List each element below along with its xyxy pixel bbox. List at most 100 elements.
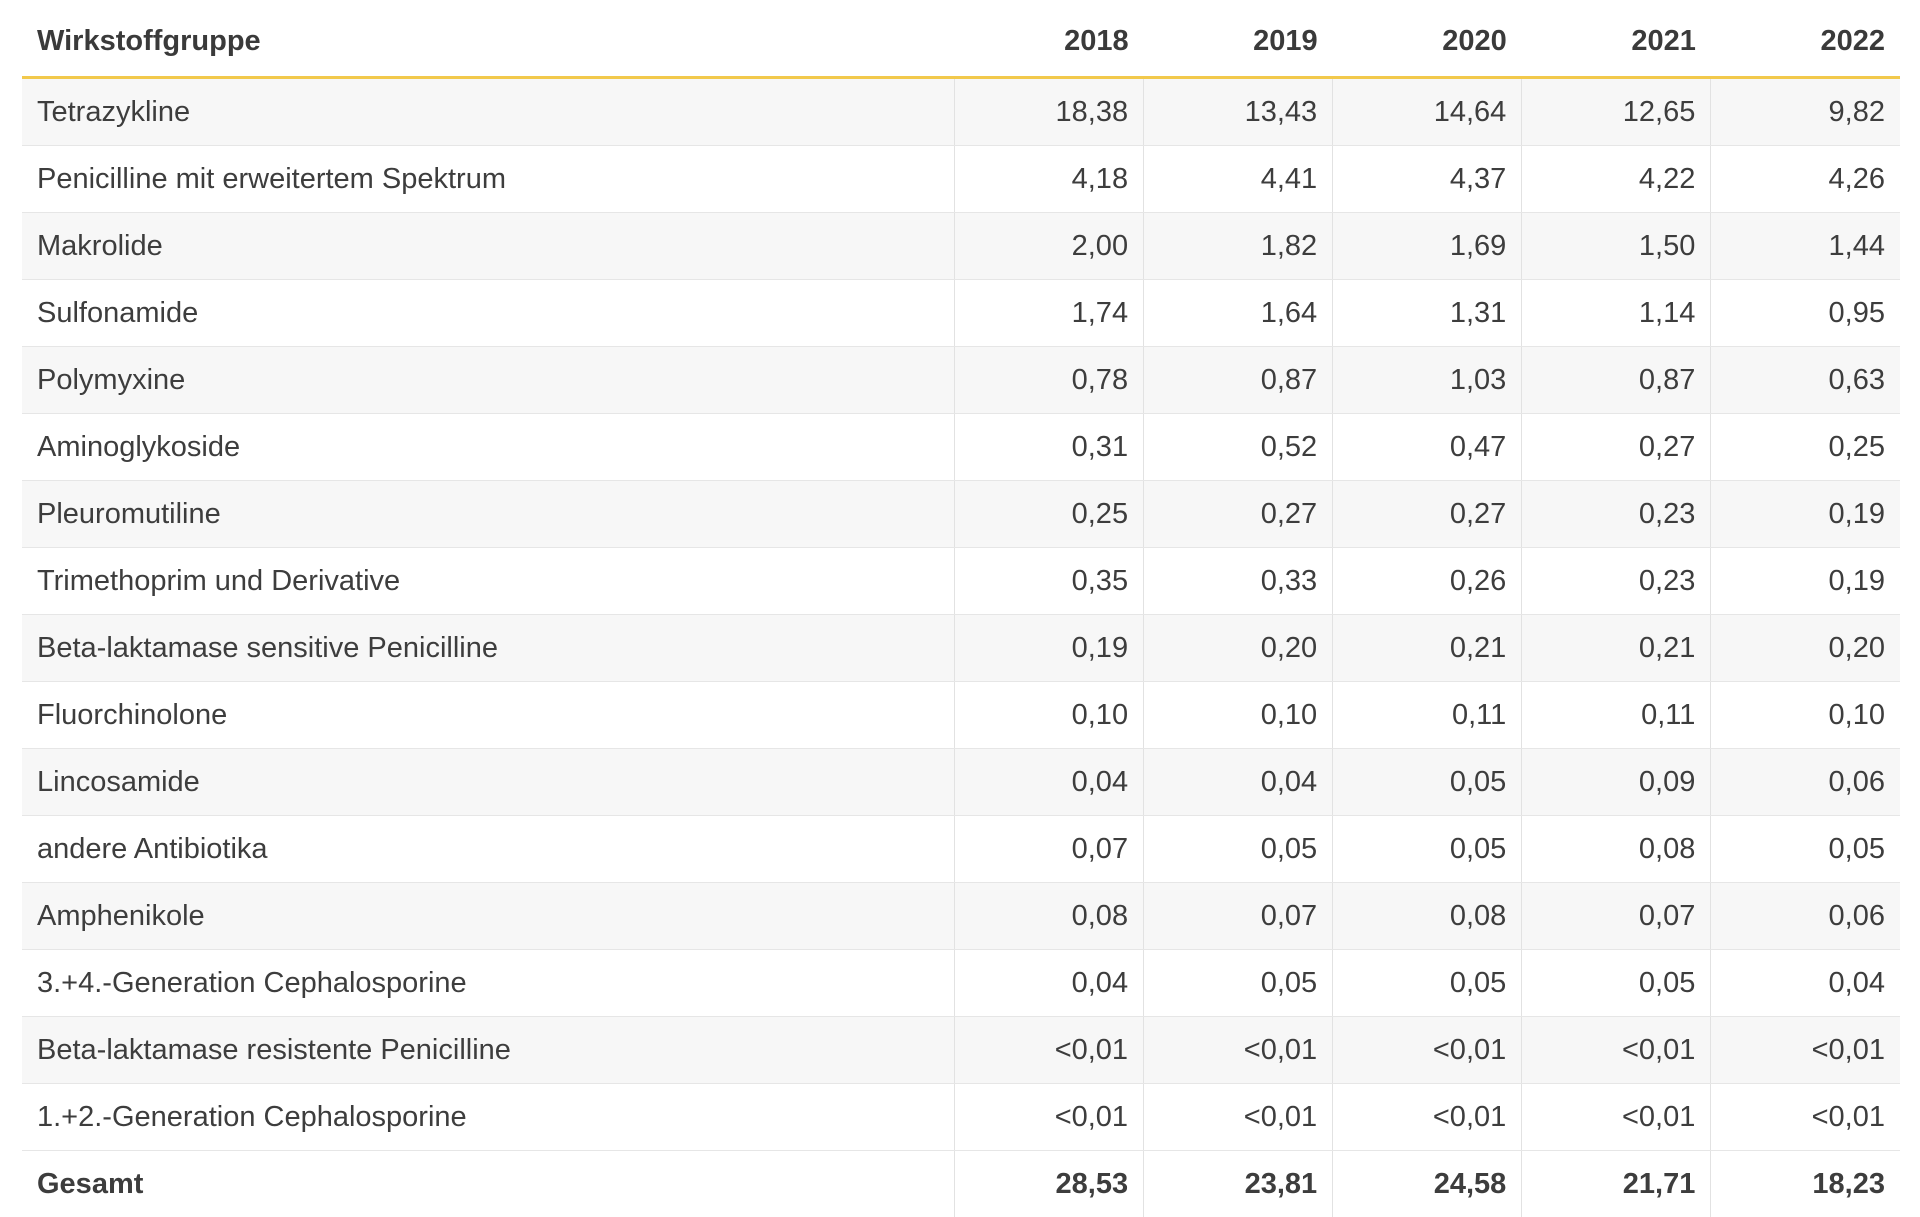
cell-value: 4,26 <box>1711 146 1900 213</box>
cell-value: 0,08 <box>954 883 1143 950</box>
row-label: andere Antibiotika <box>22 816 954 883</box>
cell-value: 14,64 <box>1333 78 1522 146</box>
column-header-2020[interactable]: 2020 <box>1333 0 1522 78</box>
cell-value: 2,00 <box>954 213 1143 280</box>
cell-value: 0,87 <box>1144 347 1333 414</box>
total-value: 21,71 <box>1522 1151 1711 1217</box>
row-label: Beta-laktamase resistente Penicilline <box>22 1017 954 1084</box>
cell-value: 0,07 <box>954 816 1143 883</box>
total-value: 24,58 <box>1333 1151 1522 1217</box>
cell-value: <0,01 <box>1711 1084 1900 1151</box>
row-label: 3.+4.-Generation Cephalosporine <box>22 950 954 1017</box>
cell-value: 0,23 <box>1522 548 1711 615</box>
table-container: Wirkstoffgruppe 2018 2019 2020 2021 2022… <box>22 0 1900 1217</box>
cell-value: 0,20 <box>1144 615 1333 682</box>
cell-value: 1,50 <box>1522 213 1711 280</box>
row-label: 1.+2.-Generation Cephalosporine <box>22 1084 954 1151</box>
cell-value: 1,44 <box>1711 213 1900 280</box>
cell-value: 1,64 <box>1144 280 1333 347</box>
cell-value: <0,01 <box>954 1084 1143 1151</box>
cell-value: <0,01 <box>954 1017 1143 1084</box>
row-label: Amphenikole <box>22 883 954 950</box>
cell-value: 0,27 <box>1144 481 1333 548</box>
column-header-2019[interactable]: 2019 <box>1144 0 1333 78</box>
cell-value: 0,04 <box>954 950 1143 1017</box>
cell-value: 0,08 <box>1333 883 1522 950</box>
cell-value: 0,06 <box>1711 883 1900 950</box>
cell-value: 4,22 <box>1522 146 1711 213</box>
header-row: Wirkstoffgruppe 2018 2019 2020 2021 2022 <box>22 0 1900 78</box>
row-label: Penicilline mit erweitertem Spektrum <box>22 146 954 213</box>
cell-value: 0,23 <box>1522 481 1711 548</box>
cell-value: 0,04 <box>954 749 1143 816</box>
cell-value: 0,05 <box>1522 950 1711 1017</box>
cell-value: 1,69 <box>1333 213 1522 280</box>
total-label: Gesamt <box>22 1151 954 1217</box>
cell-value: 0,08 <box>1522 816 1711 883</box>
cell-value: 18,38 <box>954 78 1143 146</box>
cell-value: 0,11 <box>1333 682 1522 749</box>
cell-value: 4,37 <box>1333 146 1522 213</box>
total-value: 18,23 <box>1711 1151 1900 1217</box>
cell-value: 0,19 <box>1711 548 1900 615</box>
cell-value: 0,21 <box>1333 615 1522 682</box>
cell-value: 1,31 <box>1333 280 1522 347</box>
cell-value: 0,10 <box>1144 682 1333 749</box>
cell-value: 0,07 <box>1144 883 1333 950</box>
column-header-2022[interactable]: 2022 <box>1711 0 1900 78</box>
cell-value: <0,01 <box>1144 1084 1333 1151</box>
column-header-2018[interactable]: 2018 <box>954 0 1143 78</box>
cell-value: 0,19 <box>1711 481 1900 548</box>
cell-value: 0,95 <box>1711 280 1900 347</box>
cell-value: 0,09 <box>1522 749 1711 816</box>
cell-value: 0,35 <box>954 548 1143 615</box>
cell-value: 0,10 <box>954 682 1143 749</box>
cell-value: <0,01 <box>1522 1084 1711 1151</box>
cell-value: 0,31 <box>954 414 1143 481</box>
cell-value: 0,27 <box>1333 481 1522 548</box>
column-header-2021[interactable]: 2021 <box>1522 0 1711 78</box>
cell-value: 0,19 <box>954 615 1143 682</box>
row-label: Fluorchinolone <box>22 682 954 749</box>
cell-value: 0,10 <box>1711 682 1900 749</box>
cell-value: 0,04 <box>1711 950 1900 1017</box>
row-label: Pleuromutiline <box>22 481 954 548</box>
cell-value: 4,41 <box>1144 146 1333 213</box>
row-label: Polymyxine <box>22 347 954 414</box>
cell-value: 0,05 <box>1333 816 1522 883</box>
row-label: Beta-laktamase sensitive Penicilline <box>22 615 954 682</box>
cell-value: 12,65 <box>1522 78 1711 146</box>
cell-value: 0,78 <box>954 347 1143 414</box>
row-label: Makrolide <box>22 213 954 280</box>
cell-value: 0,05 <box>1333 749 1522 816</box>
cell-value: <0,01 <box>1711 1017 1900 1084</box>
cell-value: 1,03 <box>1333 347 1522 414</box>
cell-value: <0,01 <box>1333 1017 1522 1084</box>
total-value: 28,53 <box>954 1151 1143 1217</box>
cell-value: 1,14 <box>1522 280 1711 347</box>
cell-value: 0,26 <box>1333 548 1522 615</box>
table-row: 1.+2.-Generation Cephalosporine<0,01<0,0… <box>22 1084 1900 1151</box>
total-value: 23,81 <box>1144 1151 1333 1217</box>
table-row: Beta-laktamase resistente Penicilline<0,… <box>22 1017 1900 1084</box>
cell-value: 1,82 <box>1144 213 1333 280</box>
cell-value: 0,27 <box>1522 414 1711 481</box>
cell-value: 0,87 <box>1522 347 1711 414</box>
cell-value: <0,01 <box>1522 1017 1711 1084</box>
column-header-wirkstoffgruppe[interactable]: Wirkstoffgruppe <box>22 0 954 78</box>
cell-value: 0,52 <box>1144 414 1333 481</box>
